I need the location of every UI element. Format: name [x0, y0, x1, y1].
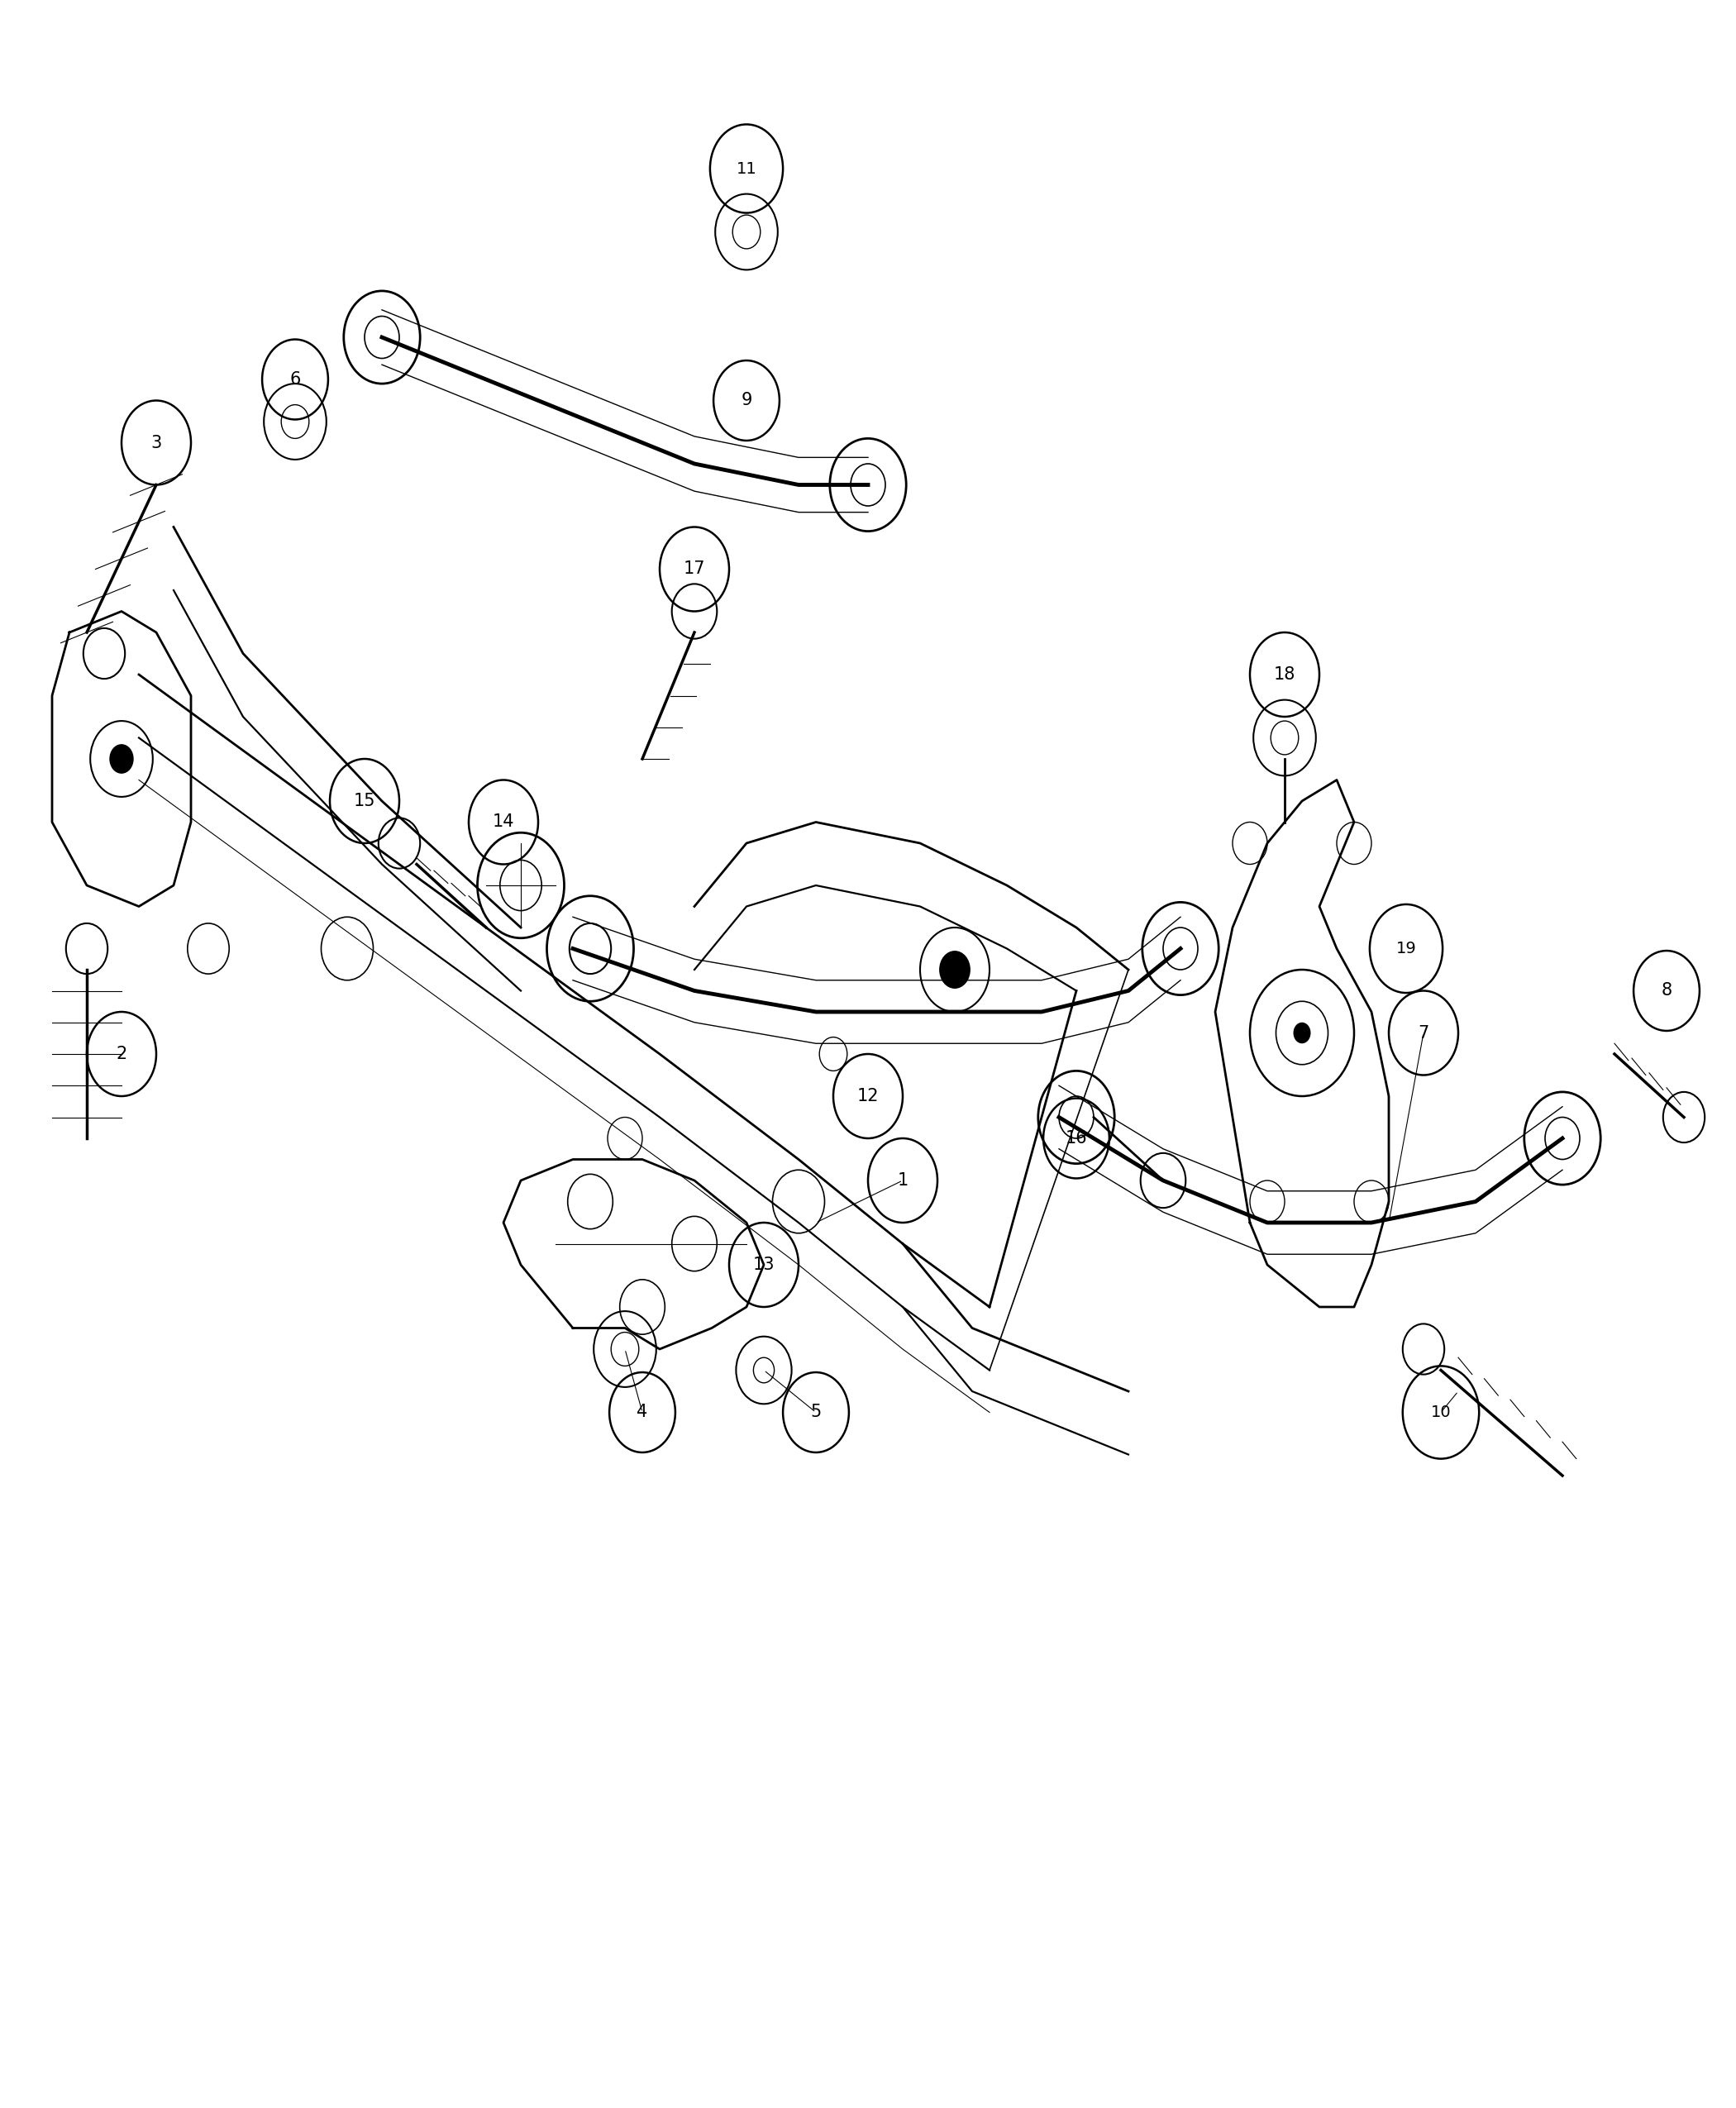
Circle shape	[939, 951, 970, 989]
Text: 6: 6	[290, 371, 300, 388]
Text: 17: 17	[684, 561, 705, 578]
Circle shape	[109, 744, 134, 774]
Text: 18: 18	[1274, 666, 1295, 683]
Text: 2: 2	[116, 1046, 127, 1062]
Text: 10: 10	[1430, 1404, 1451, 1421]
Circle shape	[1293, 1022, 1311, 1043]
Text: 13: 13	[753, 1256, 774, 1273]
Text: 14: 14	[493, 814, 514, 831]
Text: 5: 5	[811, 1404, 821, 1421]
Text: 1: 1	[898, 1172, 908, 1189]
Text: 15: 15	[354, 793, 375, 809]
Text: 11: 11	[736, 160, 757, 177]
Text: 16: 16	[1066, 1130, 1087, 1147]
Text: 4: 4	[637, 1404, 648, 1421]
Text: 7: 7	[1418, 1024, 1429, 1041]
Text: 19: 19	[1396, 940, 1417, 957]
Text: 8: 8	[1661, 982, 1672, 999]
Text: 9: 9	[741, 392, 752, 409]
Text: 3: 3	[151, 434, 161, 451]
Text: 12: 12	[858, 1088, 878, 1105]
